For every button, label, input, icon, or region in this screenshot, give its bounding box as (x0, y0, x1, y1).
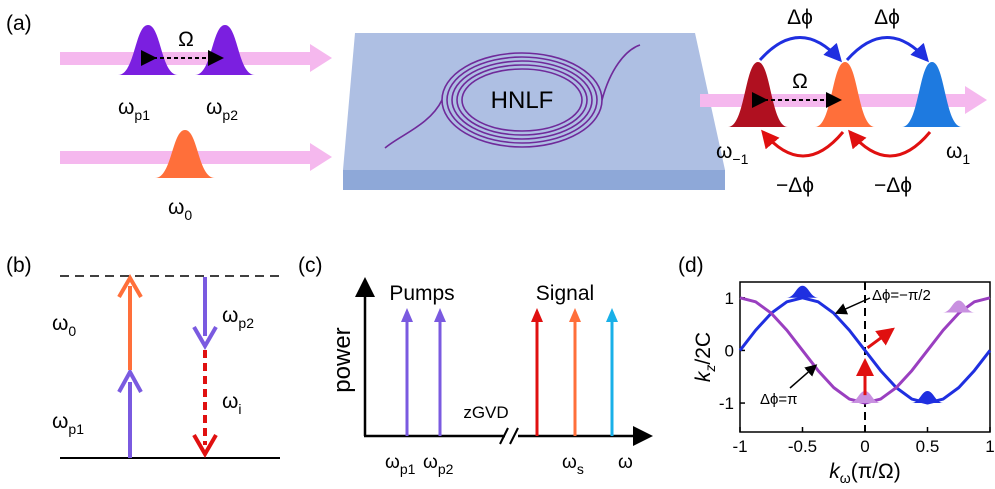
y-tick-label: 1 (725, 289, 734, 308)
phase-label: Δϕ (874, 6, 900, 29)
beam-head (965, 86, 987, 114)
group-label: Pumps (389, 282, 454, 305)
coupling-arrow (850, 132, 930, 156)
phase-label: −Δϕ (874, 174, 912, 197)
x-tick-label: -0.5 (788, 437, 817, 456)
figure: (a) (b) (c) (d) Ω ωp1 ωp2 ω0 HNLF Ω Δϕ Δ… (0, 0, 995, 489)
panel-label: (a) (6, 12, 32, 35)
annotation: Δϕ=π (760, 391, 798, 408)
chip-label: HNLF (491, 87, 554, 114)
axis-label: power (329, 327, 356, 392)
coupling-arrow (763, 132, 843, 156)
y-axis-label: kz/2C (692, 332, 718, 382)
panel-a: Ω ωp1 ωp2 ω0 HNLF Ω Δϕ Δϕ −Δϕ −Δϕ ω−1 ω1 (60, 6, 987, 223)
mode-label: ω1 (946, 140, 970, 167)
phase-label: −Δϕ (776, 174, 814, 197)
level-label: ωi (222, 390, 242, 417)
wavepacket (787, 286, 819, 298)
phase-label: Δϕ (787, 6, 813, 29)
freq-label: ω (618, 452, 633, 473)
panel-b: ω0 ωp1 ωp2 ωi (52, 276, 280, 458)
level-label: ωp1 (52, 410, 84, 437)
group-label: Signal (536, 282, 594, 305)
panel-label: (c) (298, 254, 323, 277)
freq-label: ωs (562, 452, 584, 477)
group-arrow (868, 329, 893, 347)
spacing-label: Ω (178, 28, 194, 51)
annotation-arrow (790, 366, 815, 388)
level-label: ω0 (52, 312, 76, 339)
x-tick-label: 1 (985, 437, 994, 456)
pulse (118, 25, 178, 75)
plot-frame (740, 282, 990, 432)
coupling-arrow (847, 38, 927, 61)
level-label: ωp2 (222, 304, 254, 331)
axis-break (510, 428, 518, 444)
spacing-label: Ω (792, 70, 808, 93)
freq-label: ωp2 (423, 452, 454, 477)
x-tick-label: -1 (732, 437, 747, 456)
pump-label: ωp2 (206, 96, 238, 123)
annotation: Δϕ=−π/2 (872, 287, 931, 304)
coupling-arrow (760, 38, 840, 61)
mode-label: ω−1 (716, 140, 749, 167)
lines (401, 308, 618, 436)
beam-head (310, 44, 332, 72)
pulse (195, 25, 255, 75)
signal-label: ω0 (168, 196, 192, 223)
panel-label: (d) (678, 254, 704, 277)
y-tick-label: 0 (725, 341, 734, 360)
x-axis-label: kω(π/Ω) (829, 460, 900, 486)
panel-c: power Pumps Signal zGVD ωp1 ωp2 ωs ω (329, 282, 648, 477)
panel-label: (b) (6, 254, 32, 277)
pump-label: ωp1 (118, 96, 150, 123)
beam-head (310, 143, 332, 171)
freq-label: ωp1 (385, 452, 416, 477)
x-tick-label: 0.5 (916, 437, 940, 456)
chip-side (343, 170, 725, 190)
break-label: zGVD (463, 403, 508, 422)
y-tick-label: -1 (719, 394, 734, 413)
x-tick-label: 0 (860, 437, 869, 456)
